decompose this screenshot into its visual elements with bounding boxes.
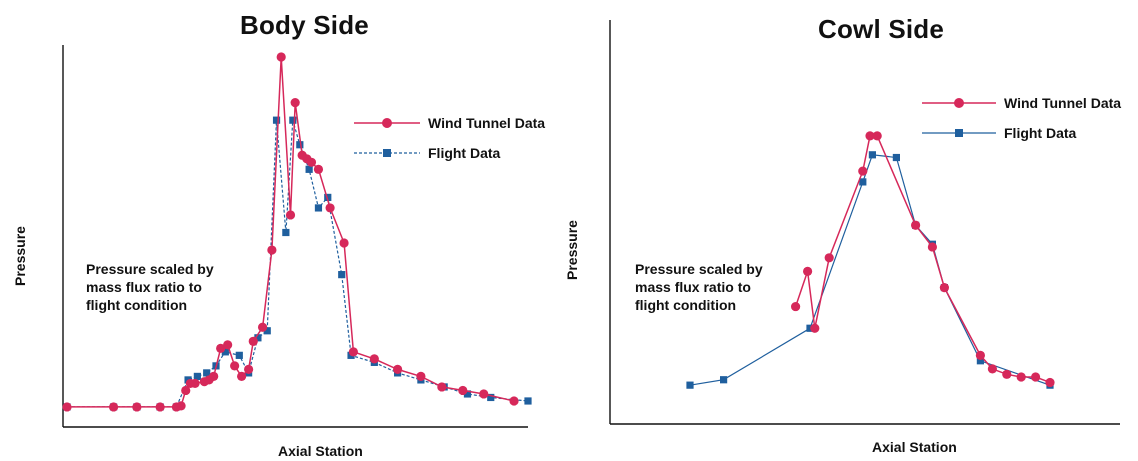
flight-point xyxy=(524,397,532,405)
wind-tunnel-point xyxy=(1016,372,1026,382)
wind-tunnel-point xyxy=(458,385,468,396)
wind-tunnel-point xyxy=(216,343,226,353)
wind-tunnel-point xyxy=(290,98,300,108)
flight-legend-marker xyxy=(922,129,996,137)
flight-point xyxy=(193,372,201,381)
wind-tunnel-legend-marker xyxy=(354,118,420,128)
x-axis-label: Axial Station xyxy=(278,443,363,459)
flight-point xyxy=(720,376,728,384)
wind-tunnel-point xyxy=(313,164,324,174)
chart-title: Cowl Side xyxy=(818,14,945,44)
wind-tunnel-point xyxy=(176,401,186,411)
flight-point xyxy=(296,141,304,149)
flight-point xyxy=(282,228,290,237)
wind-tunnel-point xyxy=(927,242,937,252)
wind-tunnel-point xyxy=(285,210,296,220)
flight-point xyxy=(976,357,984,365)
wind-tunnel-point xyxy=(872,131,882,141)
wind-tunnel-point xyxy=(479,389,489,399)
flight-point xyxy=(221,348,229,356)
wind-tunnel-point xyxy=(858,166,868,176)
flight-point xyxy=(314,204,323,212)
flight-legend-marker xyxy=(354,149,420,157)
wind-tunnel-point xyxy=(939,283,949,293)
legend-item-flight: Flight Data xyxy=(922,118,1121,148)
wind-tunnel-point xyxy=(62,402,72,412)
flight-point xyxy=(254,334,262,342)
wind-tunnel-point xyxy=(810,323,820,333)
legend-item-wind-tunnel: Wind Tunnel Data xyxy=(354,108,545,138)
wind-tunnel-point xyxy=(1031,372,1041,382)
flight-point xyxy=(338,271,346,279)
flight-point xyxy=(463,390,472,398)
flight-series-line xyxy=(67,120,529,408)
wind-tunnel-point xyxy=(348,347,358,357)
cowl-side-plot xyxy=(609,20,1120,425)
wind-tunnel-point xyxy=(257,322,268,332)
wind-tunnel-point xyxy=(416,371,426,382)
wind-tunnel-point xyxy=(911,220,921,230)
wind-tunnel-point xyxy=(155,402,165,412)
body-side-panel: Body Side Pressure Axial Station Pressur… xyxy=(0,0,560,461)
body-side-plot xyxy=(62,45,532,428)
wind-tunnel-point xyxy=(209,371,219,382)
legend-label: Flight Data xyxy=(1004,125,1077,141)
wind-tunnel-point xyxy=(1045,377,1055,388)
flight-point xyxy=(324,193,332,201)
flight-point xyxy=(686,381,694,389)
wind-tunnel-point xyxy=(393,364,403,374)
legend: Wind Tunnel Data Flight Data xyxy=(922,88,1121,148)
flight-point xyxy=(203,369,211,377)
wind-tunnel-point xyxy=(132,402,142,412)
flight-point xyxy=(892,153,900,162)
wind-tunnel-point xyxy=(509,396,519,406)
legend-item-wind-tunnel: Wind Tunnel Data xyxy=(922,88,1121,118)
flight-point xyxy=(859,178,867,186)
wind-tunnel-point xyxy=(975,350,985,360)
wind-tunnel-point xyxy=(190,378,200,389)
wind-tunnel-point xyxy=(1002,369,1012,379)
flight-point xyxy=(806,324,814,332)
flight-point xyxy=(263,327,271,335)
scaling-note: Pressure scaled by mass flux ratio to fl… xyxy=(635,261,763,313)
legend-label: Wind Tunnel Data xyxy=(1004,95,1122,111)
wind-tunnel-point xyxy=(230,361,240,371)
flight-point xyxy=(868,151,876,159)
wind-tunnel-point xyxy=(325,203,335,213)
wind-tunnel-point xyxy=(824,253,834,263)
wind-tunnel-legend-marker xyxy=(922,98,996,108)
wind-tunnel-point xyxy=(237,371,247,382)
wind-tunnel-point xyxy=(223,340,233,350)
wind-tunnel-point xyxy=(437,382,447,392)
wind-tunnel-point xyxy=(267,245,277,255)
legend-label: Wind Tunnel Data xyxy=(428,115,546,131)
y-axis-label: Pressure xyxy=(12,226,28,286)
chart-title: Body Side xyxy=(240,10,369,40)
legend-label: Flight Data xyxy=(428,145,501,161)
wind-tunnel-point xyxy=(987,364,997,374)
wind-tunnel-series-line xyxy=(794,135,1051,384)
wind-tunnel-point xyxy=(791,301,801,312)
wind-tunnel-point xyxy=(276,52,286,62)
flight-point xyxy=(305,165,313,173)
flight-point xyxy=(289,116,297,124)
legend-item-flight: Flight Data xyxy=(354,138,545,168)
wind-tunnel-point xyxy=(181,385,191,396)
scaling-note: Pressure scaled by mass flux ratio to fl… xyxy=(86,261,214,313)
flight-point xyxy=(487,393,495,402)
wind-tunnel-point xyxy=(369,354,379,364)
wind-tunnel-point xyxy=(244,364,254,374)
y-axis-label: Pressure xyxy=(564,220,580,280)
flight-point xyxy=(235,351,243,359)
wind-tunnel-point xyxy=(339,238,349,248)
wind-tunnel-point xyxy=(108,402,119,412)
wind-tunnel-point xyxy=(865,131,875,141)
cowl-side-panel: Cowl Side Pressure Axial Station Pressur… xyxy=(560,0,1138,461)
flight-point xyxy=(272,116,281,124)
wind-tunnel-point xyxy=(306,157,317,167)
wind-tunnel-point xyxy=(248,336,258,346)
wind-tunnel-point xyxy=(803,266,813,276)
legend: Wind Tunnel Data Flight Data xyxy=(354,108,545,168)
x-axis-label: Axial Station xyxy=(872,439,957,455)
